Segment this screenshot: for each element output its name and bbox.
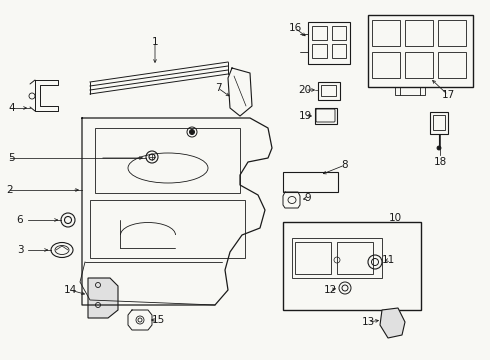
Bar	[438, 52, 466, 78]
Bar	[283, 222, 421, 310]
Text: 6: 6	[17, 215, 24, 225]
Text: 13: 13	[361, 317, 375, 327]
Text: 12: 12	[323, 285, 337, 295]
Bar	[332, 26, 346, 40]
Polygon shape	[88, 278, 118, 318]
Bar	[318, 82, 340, 100]
Bar	[337, 242, 373, 274]
Text: 7: 7	[215, 83, 221, 93]
Text: 18: 18	[433, 157, 446, 167]
Text: 2: 2	[7, 185, 13, 195]
Text: 15: 15	[151, 315, 165, 325]
Text: 1: 1	[152, 37, 158, 47]
Bar	[372, 20, 400, 46]
Bar	[90, 200, 245, 258]
Bar	[312, 26, 327, 40]
Bar	[312, 44, 327, 58]
Bar	[430, 112, 448, 134]
Bar	[308, 22, 350, 64]
Bar	[405, 52, 433, 78]
Text: 16: 16	[289, 23, 302, 33]
Bar	[438, 20, 466, 46]
Bar	[368, 15, 473, 87]
Text: 10: 10	[389, 213, 402, 223]
Polygon shape	[380, 308, 405, 338]
Bar	[315, 108, 337, 124]
Text: 19: 19	[298, 111, 312, 121]
Bar	[295, 242, 331, 274]
Text: 5: 5	[8, 153, 15, 163]
Text: 11: 11	[381, 255, 394, 265]
Bar	[433, 115, 445, 130]
Bar	[332, 44, 346, 58]
Text: 3: 3	[17, 245, 24, 255]
Bar	[405, 20, 433, 46]
Text: 8: 8	[342, 160, 348, 170]
Bar	[95, 128, 240, 193]
Text: 4: 4	[8, 103, 15, 113]
Bar	[321, 85, 336, 96]
Text: 20: 20	[298, 85, 312, 95]
Bar	[395, 87, 425, 95]
Bar	[292, 238, 382, 278]
Bar	[372, 52, 400, 78]
Text: 14: 14	[63, 285, 76, 295]
Text: 9: 9	[305, 193, 311, 203]
Text: 17: 17	[441, 90, 455, 100]
Circle shape	[437, 146, 441, 150]
Bar	[283, 172, 338, 192]
Circle shape	[190, 130, 195, 135]
